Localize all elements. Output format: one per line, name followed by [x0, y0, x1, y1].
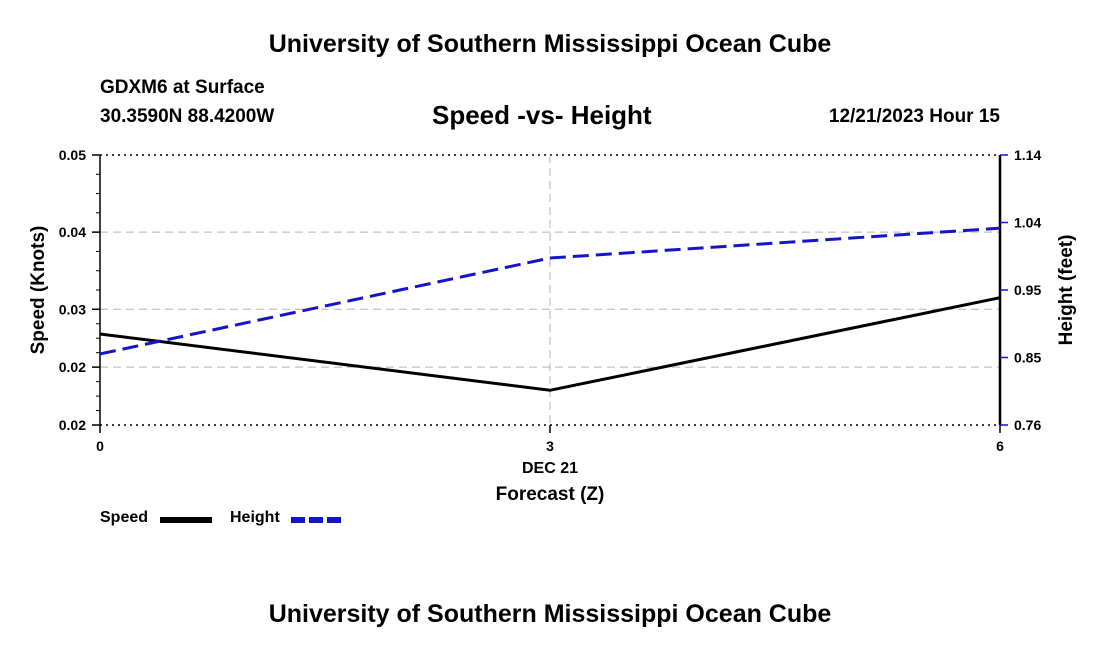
y-right-tick-label: 1.04: [1014, 215, 1041, 231]
date-hour-label: 12/21/2023 Hour 15: [828, 106, 1000, 127]
footer-title: University of Southern Mississippi Ocean…: [268, 600, 832, 628]
y-left-tick-label: 0.04: [59, 224, 86, 240]
y-right-tick-label: 0.85: [1014, 350, 1041, 366]
station-label: GDXM6 at Surface: [100, 77, 265, 98]
legend-speed-label: Speed: [100, 509, 149, 526]
y-right-tick-label: 0.76: [1014, 417, 1041, 433]
y-left-tick-label: 0.05: [59, 147, 86, 163]
y-right-tick-label: 0.95: [1014, 282, 1041, 298]
speed-series-line: [99, 296, 1001, 392]
legend-height-label: Height: [230, 509, 280, 526]
y-right-tick-label: 1.14: [1014, 147, 1041, 163]
x-date-label: DEC 21: [522, 460, 578, 477]
x-tick-label: 3: [546, 438, 554, 454]
x-axis-title: Forecast (Z): [496, 484, 605, 505]
coordinates-label: 30.3590N 88.4200W: [100, 106, 275, 127]
chart-series: [99, 226, 1001, 392]
y-right-axis-title: Height (feet): [1056, 235, 1077, 346]
chart-labels: 0.05 0.04 0.03 0.02 0.02 1.14 1.04 0.95 0.85 0.76…: [28, 147, 1077, 505]
x-tick-label: 0: [96, 438, 104, 454]
height-series-line: [99, 226, 1001, 356]
y-left-tick-label: 0.02: [59, 417, 86, 433]
y-left-tick-label: 0.02: [59, 359, 86, 375]
main-title: University of Southern Mississippi Ocean…: [268, 30, 832, 58]
grid-lines: [100, 154, 1000, 426]
y-left-tick-label: 0.03: [59, 301, 86, 317]
chart-title: Speed -vs- Height: [432, 100, 652, 130]
x-tick-label: 6: [996, 438, 1004, 454]
chart-axes: [92, 154, 1008, 433]
y-left-axis-title: Speed (Knots): [28, 226, 49, 355]
